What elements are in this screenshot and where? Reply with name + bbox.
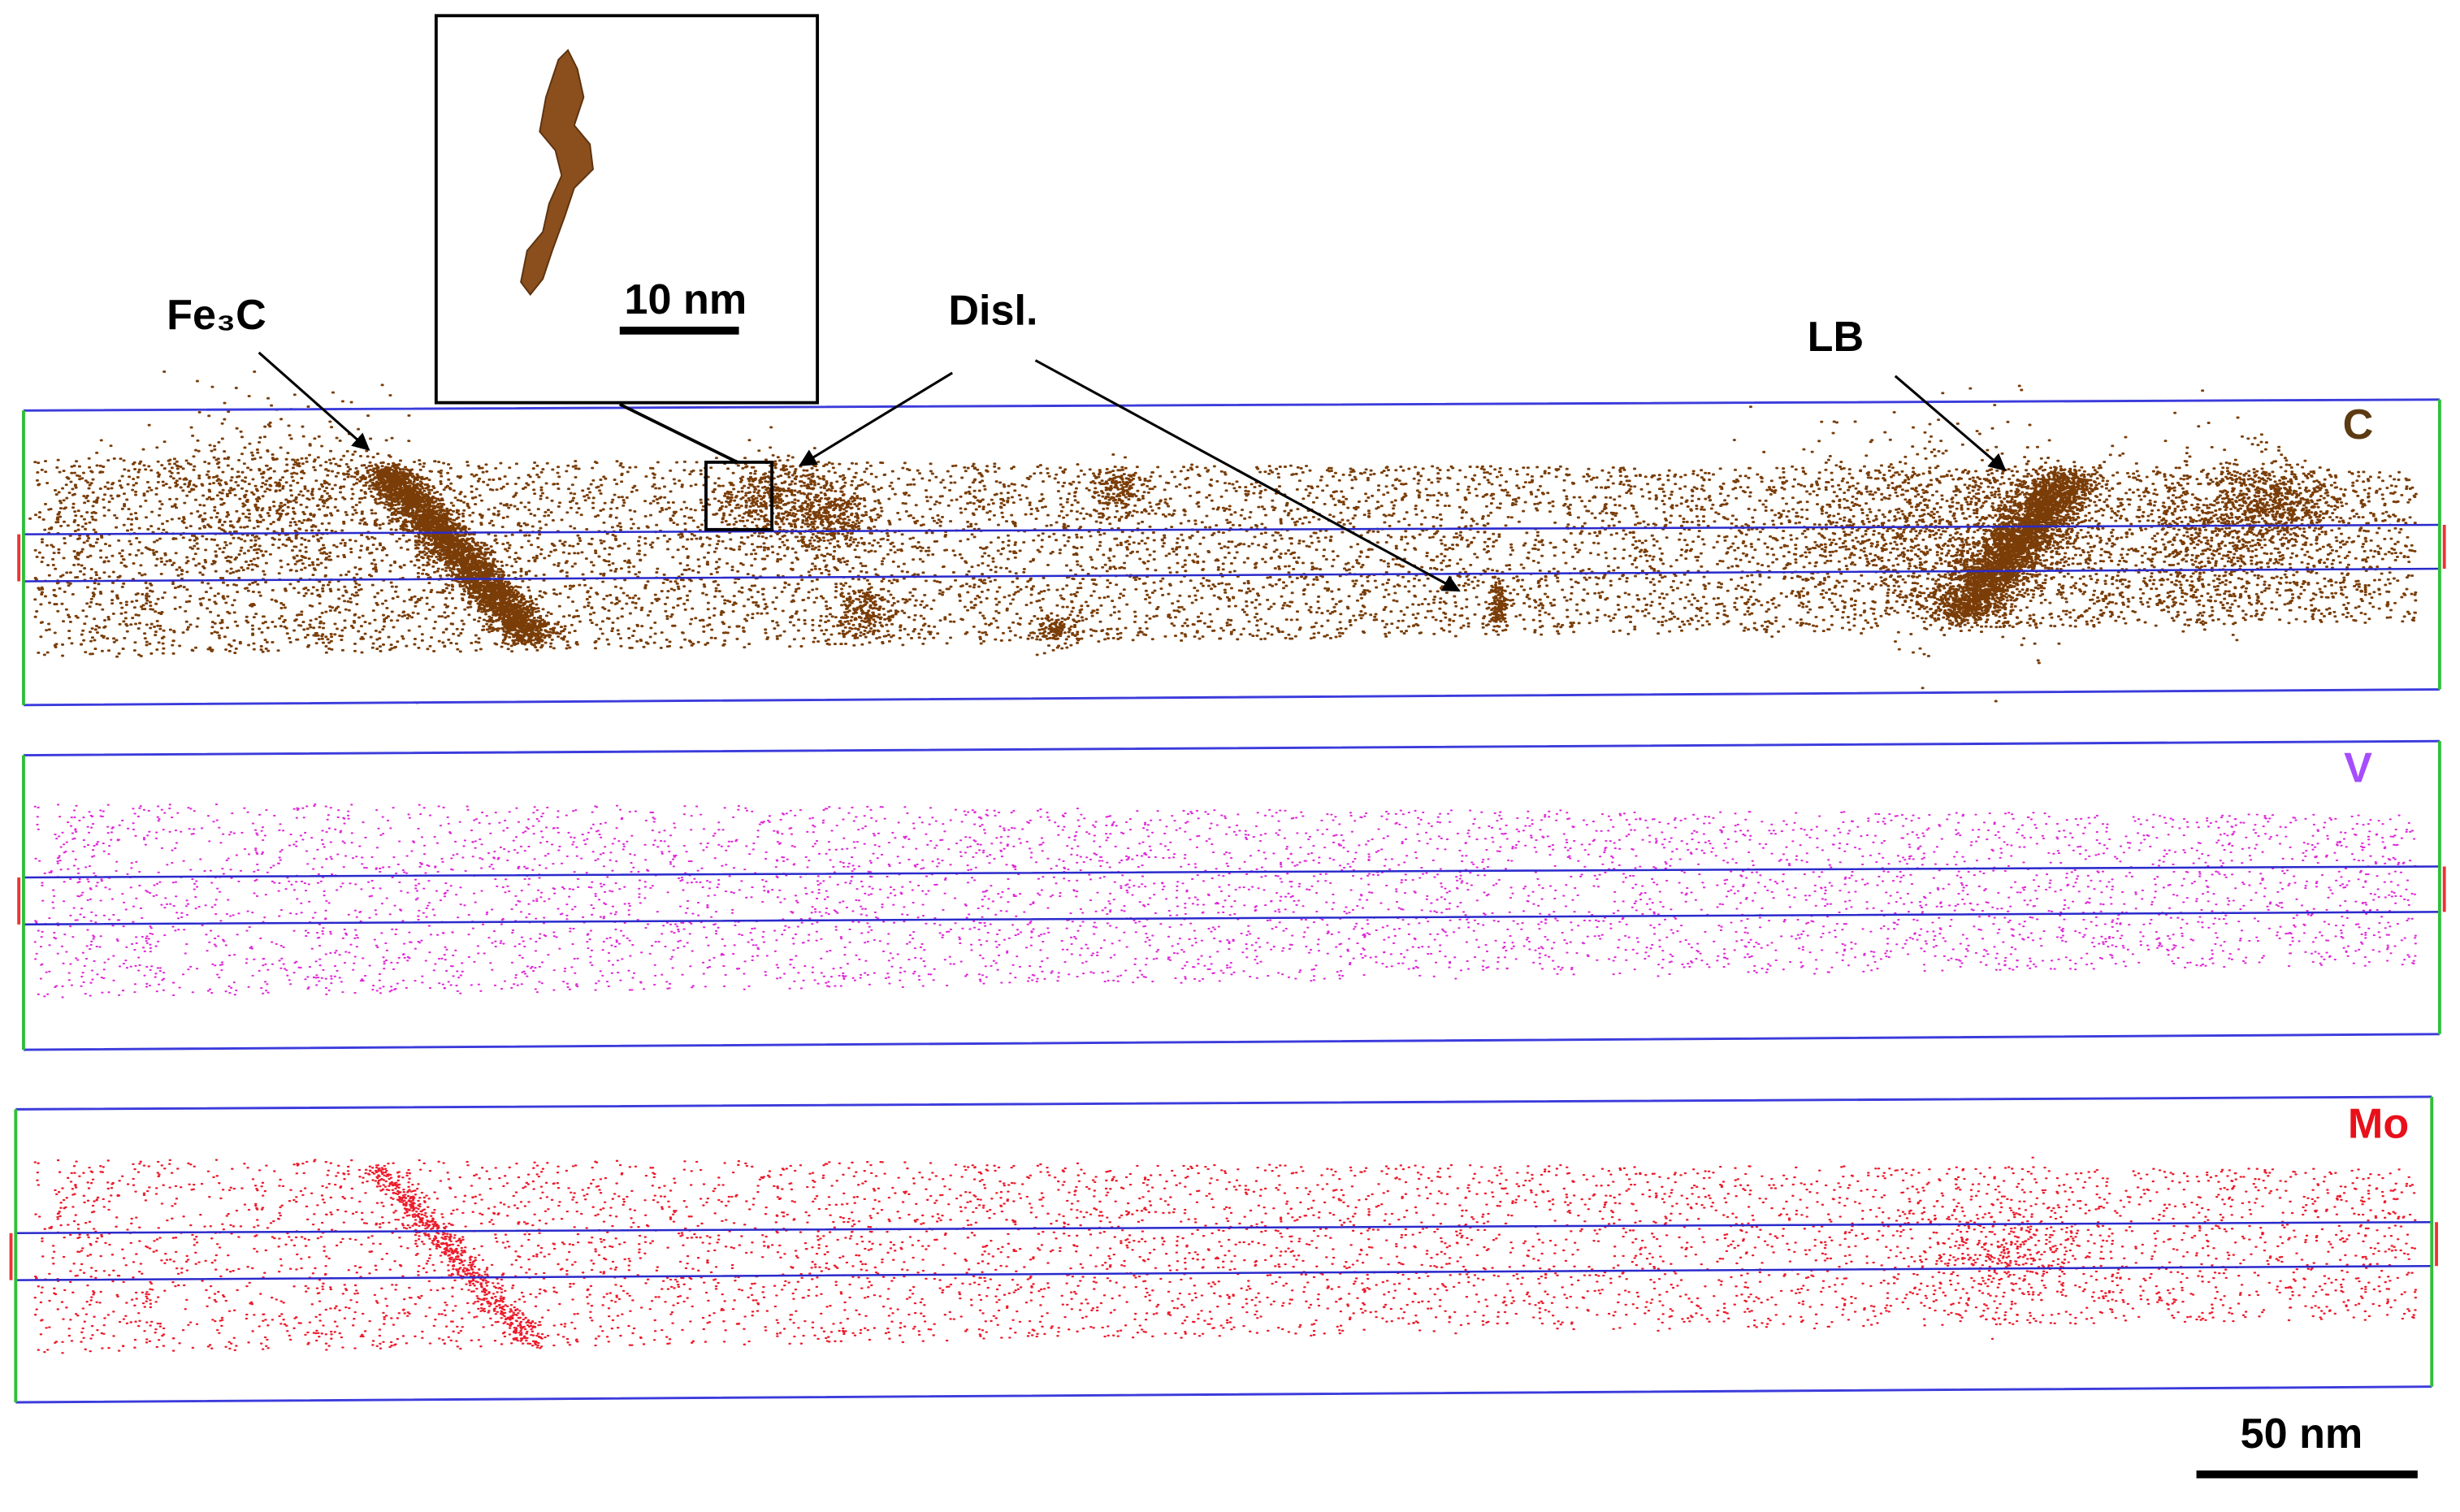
inset-frame <box>434 14 820 405</box>
arrows <box>258 351 2007 592</box>
scale-bar-label: 50 nm <box>2241 1410 2363 1458</box>
atom-dots <box>33 1156 2418 1354</box>
inset-precipitate <box>520 49 594 297</box>
annotation: Disl. <box>948 287 1037 334</box>
inset-source-box <box>704 460 774 531</box>
element-label: V <box>2344 745 2372 792</box>
annotation: Fe₃C <box>167 292 266 339</box>
inset-scale-label: 10 nm <box>625 276 747 323</box>
inset-connector <box>618 402 738 464</box>
atom-dots <box>33 803 2417 999</box>
element-label: Mo <box>2348 1100 2409 1147</box>
panel-frames <box>9 398 2446 1404</box>
atom-dots <box>28 370 2418 704</box>
atom-maps <box>28 370 2418 1354</box>
element-label: C <box>2343 401 2374 448</box>
annotation: LB <box>1808 314 1864 361</box>
